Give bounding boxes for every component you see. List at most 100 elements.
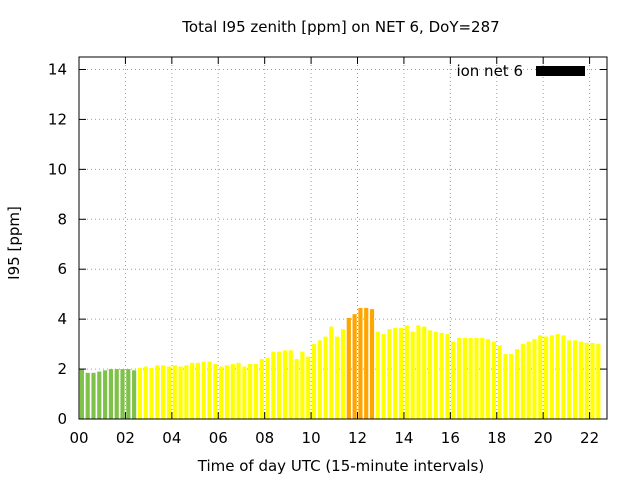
bar[interactable] bbox=[404, 325, 409, 419]
bar[interactable] bbox=[480, 337, 485, 419]
bar[interactable] bbox=[224, 365, 230, 419]
bar[interactable] bbox=[497, 345, 502, 419]
bar[interactable] bbox=[155, 365, 160, 419]
y-tick-label: 6 bbox=[57, 260, 67, 278]
bar[interactable] bbox=[398, 327, 404, 419]
bar[interactable] bbox=[427, 330, 433, 419]
bar[interactable] bbox=[85, 372, 90, 419]
bar[interactable] bbox=[282, 350, 288, 419]
bar[interactable] bbox=[352, 314, 357, 419]
bar[interactable] bbox=[132, 370, 137, 419]
bar[interactable] bbox=[271, 351, 276, 419]
bar[interactable] bbox=[172, 365, 177, 419]
bar[interactable] bbox=[416, 325, 421, 419]
bar[interactable] bbox=[207, 361, 212, 419]
bar[interactable] bbox=[288, 350, 293, 419]
bar[interactable] bbox=[445, 334, 450, 419]
bar[interactable] bbox=[248, 364, 253, 419]
x-tick-label: 10 bbox=[302, 429, 321, 447]
bar[interactable] bbox=[149, 367, 154, 419]
bar[interactable] bbox=[491, 341, 496, 419]
bar[interactable] bbox=[439, 332, 444, 419]
bar[interactable] bbox=[265, 357, 270, 419]
bar[interactable] bbox=[126, 369, 131, 419]
axis-ticks bbox=[78, 57, 607, 420]
bar[interactable] bbox=[161, 365, 166, 419]
bar[interactable] bbox=[433, 331, 438, 419]
bar[interactable] bbox=[474, 337, 479, 419]
bar[interactable] bbox=[543, 336, 549, 419]
bar[interactable] bbox=[219, 366, 224, 419]
bar[interactable] bbox=[462, 337, 467, 419]
bar[interactable] bbox=[509, 354, 514, 419]
bar[interactable] bbox=[503, 354, 508, 419]
bar-series bbox=[79, 307, 601, 419]
x-tick-label: 14 bbox=[394, 429, 413, 447]
bar[interactable] bbox=[306, 356, 311, 419]
bar[interactable] bbox=[381, 334, 386, 419]
bar[interactable] bbox=[567, 340, 572, 419]
bar[interactable] bbox=[108, 369, 114, 419]
bar[interactable] bbox=[242, 366, 247, 419]
bar[interactable] bbox=[213, 364, 218, 419]
bar[interactable] bbox=[514, 349, 520, 419]
bar[interactable] bbox=[578, 341, 583, 419]
bar[interactable] bbox=[114, 369, 119, 419]
bar[interactable] bbox=[253, 364, 259, 419]
x-tick-label: 12 bbox=[348, 429, 367, 447]
bar[interactable] bbox=[456, 337, 462, 419]
bar[interactable] bbox=[97, 371, 102, 419]
bar[interactable] bbox=[103, 370, 108, 419]
bar[interactable] bbox=[468, 337, 473, 419]
x-tick-label: 02 bbox=[116, 429, 135, 447]
bar[interactable] bbox=[393, 327, 398, 419]
bar[interactable] bbox=[311, 344, 317, 419]
bar[interactable] bbox=[178, 366, 183, 419]
bar[interactable] bbox=[538, 335, 543, 419]
bar[interactable] bbox=[387, 329, 392, 419]
bar[interactable] bbox=[236, 362, 241, 419]
bar[interactable] bbox=[596, 344, 601, 419]
bar[interactable] bbox=[143, 366, 148, 419]
bar[interactable] bbox=[369, 309, 375, 419]
bar[interactable] bbox=[335, 336, 340, 419]
bar[interactable] bbox=[184, 365, 189, 419]
bar[interactable] bbox=[549, 335, 554, 419]
bar[interactable] bbox=[294, 359, 299, 419]
bar[interactable] bbox=[572, 340, 578, 419]
bar[interactable] bbox=[201, 361, 206, 419]
bar[interactable] bbox=[520, 344, 525, 419]
bar[interactable] bbox=[358, 307, 363, 419]
bar[interactable] bbox=[532, 339, 537, 419]
bar[interactable] bbox=[190, 362, 195, 419]
bar[interactable] bbox=[120, 369, 125, 419]
bar[interactable] bbox=[323, 336, 328, 419]
bar[interactable] bbox=[340, 329, 346, 419]
x-tick-label: 04 bbox=[162, 429, 181, 447]
bar[interactable] bbox=[410, 331, 415, 419]
bar[interactable] bbox=[259, 359, 264, 419]
bar[interactable] bbox=[375, 331, 380, 419]
bar[interactable] bbox=[555, 334, 560, 419]
bar[interactable] bbox=[137, 367, 143, 419]
bar[interactable] bbox=[277, 351, 282, 419]
bar[interactable] bbox=[230, 364, 235, 419]
bar[interactable] bbox=[79, 369, 84, 419]
bar[interactable] bbox=[422, 326, 427, 419]
bar[interactable] bbox=[91, 372, 96, 419]
bar[interactable] bbox=[300, 351, 305, 419]
bar[interactable] bbox=[561, 335, 566, 419]
bar[interactable] bbox=[364, 307, 369, 419]
bar[interactable] bbox=[346, 317, 351, 419]
y-tick-label: 4 bbox=[57, 310, 67, 328]
bar[interactable] bbox=[195, 362, 201, 419]
bar[interactable] bbox=[590, 342, 595, 419]
bar[interactable] bbox=[317, 340, 322, 419]
bar[interactable] bbox=[166, 366, 172, 419]
bar[interactable] bbox=[584, 342, 589, 419]
bar[interactable] bbox=[451, 341, 456, 419]
legend[interactable]: ion net 6 bbox=[456, 62, 585, 80]
bar[interactable] bbox=[329, 326, 334, 419]
bar[interactable] bbox=[485, 339, 491, 419]
bar[interactable] bbox=[526, 341, 531, 419]
